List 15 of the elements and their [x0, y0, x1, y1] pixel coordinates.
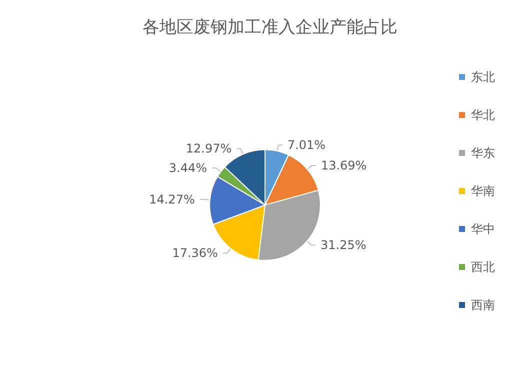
- legend-label: 西北: [471, 260, 495, 274]
- data-label: 3.44%: [168, 160, 208, 175]
- data-label: 12.97%: [186, 142, 232, 156]
- data-label: 17.36%: [172, 246, 218, 260]
- data-label: 31.25%: [320, 238, 366, 252]
- legend-label: 华东: [471, 146, 495, 160]
- chart-title: 各地区废钢加工准入企业产能占比: [142, 18, 398, 38]
- legend-label: 东北: [471, 70, 495, 84]
- legend-label: 华北: [471, 108, 495, 122]
- data-label: 7.01%: [287, 138, 326, 152]
- legend-label: 华南: [471, 184, 495, 198]
- data-label: 13.69%: [320, 158, 367, 172]
- data-label: 14.27%: [149, 192, 195, 206]
- legend-label: 西南: [471, 298, 495, 312]
- legend-label: 华中: [471, 222, 495, 236]
